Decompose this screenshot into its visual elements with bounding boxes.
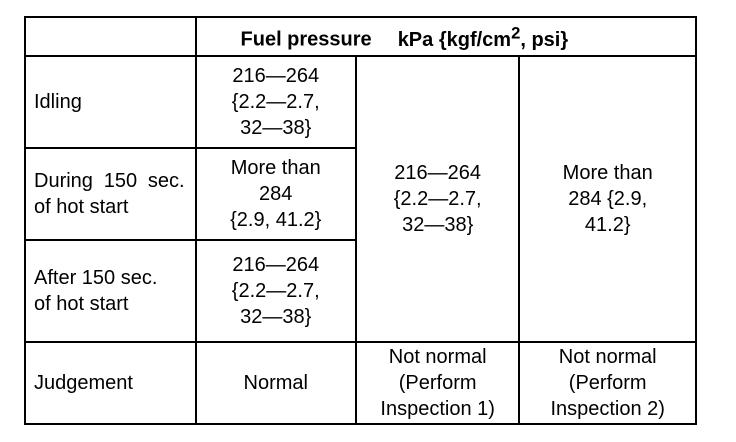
value-cell-after-hot-start: 216—264 {2.2—2.7, 32—38} [194, 239, 357, 343]
fuel-pressure-table: Fuel pressure kPa {kgf/cm2, psi} Idling 2… [24, 16, 698, 425]
header-unit-prefix: kPa {kgf/cm [397, 28, 512, 51]
value-cell-during-hot-start: More than 284 {2.9, 41.2} [194, 147, 357, 241]
value-cell-column-3: More than 284 {2.9, 41.2} [518, 55, 697, 343]
row-label-idling: Idling [24, 55, 197, 149]
table-row: After 150 sec. of hot start 216—264 {2.2… [24, 239, 696, 343]
row-label-during-hot-start: During 150 sec. of hot start [24, 147, 197, 241]
judgement-not-normal-2: Not normal (Perform Inspection 2) [518, 341, 697, 425]
header-unit-superscript: 2 [511, 23, 521, 43]
judgement-row: Judgement Normal Not normal (Perform Ins… [24, 341, 697, 425]
header-title: Fuel pressure [240, 28, 372, 51]
table-row: During 150 sec. of hot start More than 2… [24, 147, 696, 241]
corner-cell [24, 16, 197, 57]
table-row: Idling 216—264 {2.2—2.7, 32—38} 216—264 … [24, 55, 697, 343]
header-unit: kPa {kgf/cm2, psi} [397, 23, 569, 51]
header-row: Fuel pressure kPa {kgf/cm2, psi} [24, 16, 698, 57]
value-cell-column-2: 216—264 {2.2—2.7, 32—38} [354, 55, 521, 343]
judgement-normal: Normal [194, 341, 357, 425]
header-unit-suffix: , psi} [520, 28, 569, 51]
judgement-not-normal-1: Not normal (Perform Inspection 1) [354, 341, 521, 425]
header-cell: Fuel pressure kPa {kgf/cm2, psi} [194, 16, 698, 57]
row-label-judgement: Judgement [24, 341, 197, 425]
row-label-after-hot-start: After 150 sec. of hot start [24, 239, 197, 343]
row-label-during-hot-start-text: During 150 sec. of hot start [34, 170, 185, 218]
value-cell-idling: 216—264 {2.2—2.7, 32—38} [194, 55, 357, 149]
